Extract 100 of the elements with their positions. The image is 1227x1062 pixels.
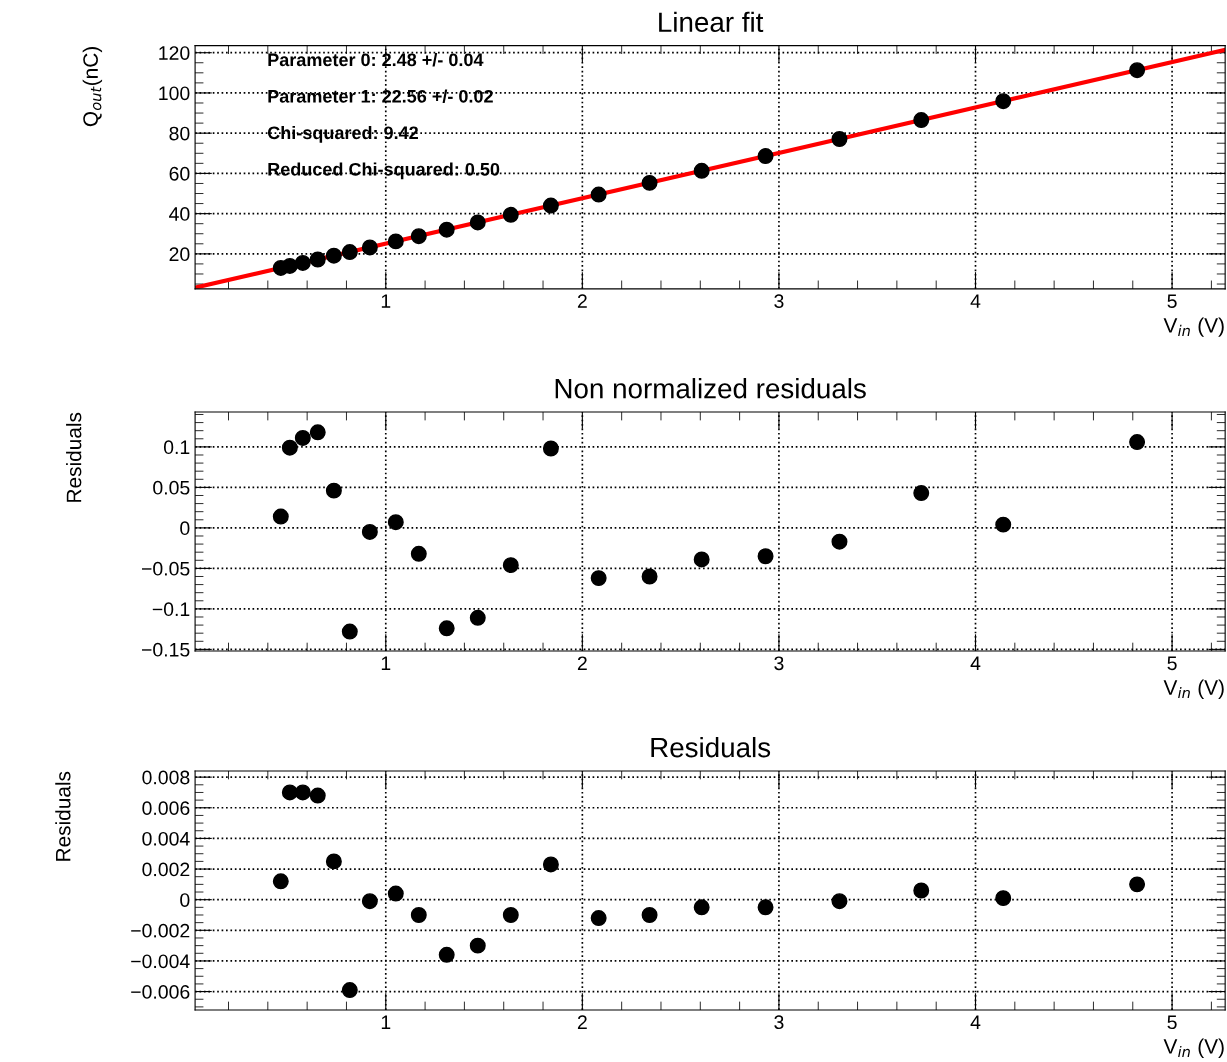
x-tick-label: 5 [1167, 1015, 1177, 1030]
point [387, 233, 404, 250]
x-tick-label: 3 [774, 656, 784, 671]
point [438, 946, 455, 963]
point [387, 885, 404, 902]
y-axis-title: Residuals [55, 771, 71, 861]
point [341, 623, 358, 640]
y-axis-title: Q$_{out}$(nC) [82, 47, 103, 127]
point [325, 482, 342, 499]
point [590, 910, 607, 927]
point [361, 239, 378, 256]
point [272, 873, 289, 890]
x-tick-label: 3 [774, 1015, 784, 1030]
y-tick-label: −0.1 [152, 602, 190, 617]
point [693, 551, 710, 568]
point [995, 890, 1012, 907]
y-tick-label: −0.006 [131, 985, 190, 999]
point [590, 570, 607, 587]
point [542, 856, 559, 873]
point [294, 784, 311, 801]
annotation: Reduced Chi-squared: 0.50 [268, 162, 500, 180]
point [469, 609, 486, 626]
point [641, 174, 658, 191]
point [410, 907, 427, 923]
x-axis-title: V$_{in}$ (V) [1163, 317, 1224, 337]
x-tick-label: 2 [577, 656, 587, 670]
y-tick-label: 0.05 [153, 480, 190, 495]
point [831, 533, 848, 550]
x-tick-label: 4 [970, 1015, 981, 1029]
y-tick-label: −0.004 [131, 954, 190, 969]
point [294, 254, 311, 271]
chart-title: Linear fit [659, 11, 764, 33]
y-tick-label: 20 [169, 247, 190, 262]
point [757, 899, 774, 916]
x-tick-label: 4 [970, 294, 981, 308]
y-tick-label: −0.002 [131, 923, 190, 938]
y-tick-label: 120 [159, 46, 190, 60]
point [913, 882, 930, 899]
annotation: Parameter 0: 2.48 +/- 0.04 [268, 52, 484, 67]
chart-title: Non normalized residuals [555, 378, 866, 399]
point [469, 937, 486, 954]
x-tick-label: 1 [381, 656, 391, 670]
point [469, 214, 486, 231]
point [341, 982, 358, 999]
point [502, 907, 519, 923]
point [309, 251, 326, 268]
x-tick-label: 5 [1167, 294, 1177, 309]
point [995, 516, 1012, 533]
point [309, 424, 326, 441]
y-tick-label: 0 [180, 521, 190, 536]
point [693, 899, 710, 916]
point [590, 186, 607, 203]
x-tick-label: 2 [577, 1015, 587, 1029]
point [325, 247, 342, 264]
point [831, 893, 848, 910]
point [502, 206, 519, 223]
point [309, 787, 326, 804]
point [542, 440, 559, 457]
x-tick-label: 3 [774, 294, 784, 309]
point [995, 93, 1012, 110]
point [294, 429, 311, 446]
x-axis-title: V$_{in}$ (V) [1163, 1038, 1224, 1058]
point [502, 557, 519, 574]
point [757, 548, 774, 565]
point [272, 508, 289, 525]
point [281, 439, 298, 456]
point [693, 162, 710, 179]
point [438, 221, 455, 238]
point [913, 112, 930, 129]
x-tick-label: 1 [381, 294, 391, 308]
y-axis-title: Residuals [66, 412, 82, 502]
point [438, 620, 455, 637]
x-tick-label: 5 [1167, 656, 1177, 671]
y-tick-label: 0.008 [142, 770, 190, 785]
point [1129, 434, 1146, 451]
point [641, 907, 658, 923]
x-axis-title: V$_{in}$ (V) [1163, 679, 1224, 699]
y-tick-label: −0.05 [141, 561, 190, 576]
point [361, 893, 378, 910]
y-tick-label: 0.004 [142, 831, 190, 846]
point [361, 523, 378, 540]
point [387, 514, 404, 531]
point [1129, 62, 1146, 79]
y-tick-label: 0.1 [163, 440, 190, 455]
x-tick-label: 4 [970, 656, 981, 670]
y-tick-label: 80 [169, 126, 190, 141]
y-tick-label: 0 [180, 893, 190, 907]
y-tick-label: −0.15 [141, 642, 190, 657]
point [757, 148, 774, 165]
point [542, 197, 559, 214]
point [410, 545, 427, 562]
y-tick-label: 60 [169, 166, 190, 181]
chart-title: Residuals [651, 736, 771, 758]
point [913, 485, 930, 502]
annotation: Chi-squared: 9.42 [267, 125, 418, 143]
annotation: Parameter 1: 22.56 +/- 0.02 [268, 89, 493, 103]
point [831, 131, 848, 147]
y-tick-label: 0.006 [142, 801, 190, 816]
x-tick-label: 2 [577, 294, 587, 308]
point [1129, 876, 1146, 893]
